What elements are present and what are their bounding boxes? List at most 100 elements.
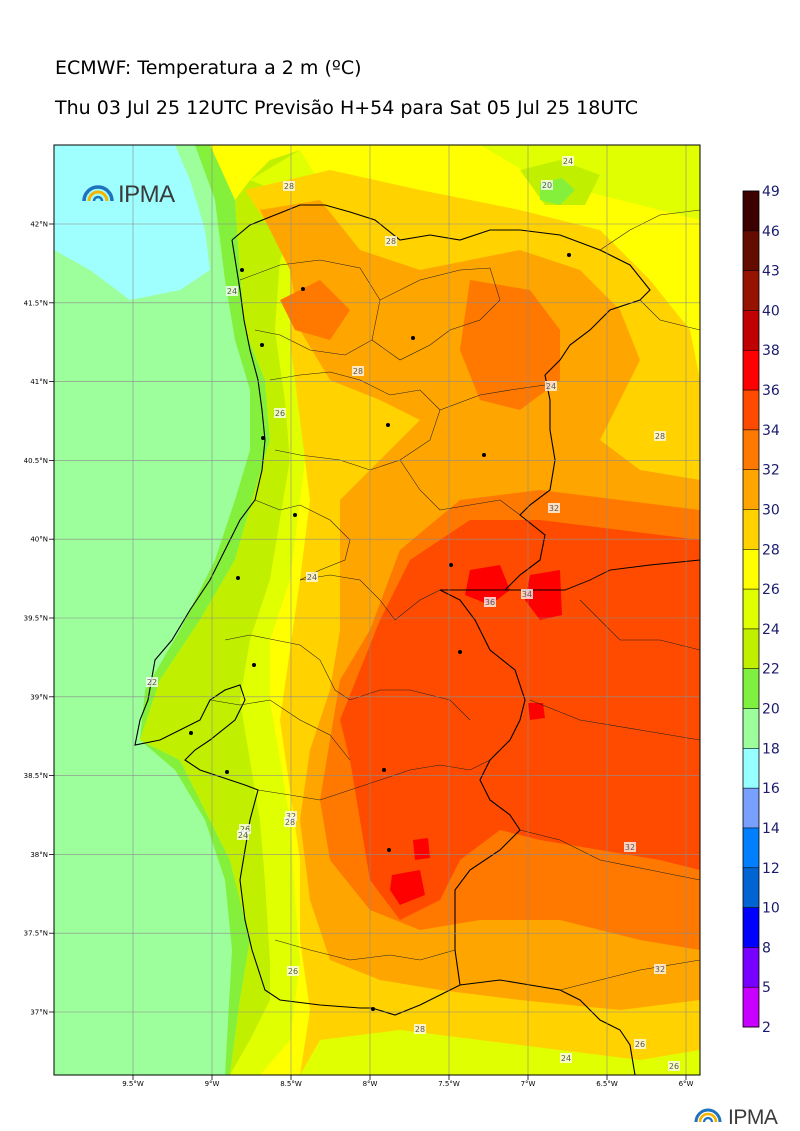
contour-label: 22 (147, 678, 157, 687)
longitude-label: 6.5°W (596, 1080, 618, 1088)
latitude-label: 39°N (30, 693, 48, 701)
temperature-field-36 (528, 703, 545, 720)
temperature-field-36 (525, 570, 562, 620)
city-marker (411, 336, 415, 340)
temperature-field-36 (390, 870, 425, 905)
sea-temperature-16 (54, 145, 210, 300)
city-marker (225, 770, 229, 774)
sea-temperature-18 (54, 145, 250, 1075)
contour-label-bg (237, 830, 249, 840)
contour-label-bg (521, 589, 533, 599)
city-marker (252, 663, 256, 667)
contour-label-bg (668, 1061, 680, 1071)
colorbar-label: 16 (762, 781, 780, 797)
ipma-logo-footer-mark (694, 1108, 722, 1123)
contour-label-bg (654, 431, 666, 441)
colorbar-label: 36 (762, 383, 780, 399)
chart-title: ECMWF: Temperatura a 2 m (ºC) (55, 57, 362, 79)
contour-label-bg (239, 824, 251, 834)
colorbar-swatch (743, 907, 759, 948)
contour-label: 26 (240, 825, 250, 834)
latitude-label: 38°N (30, 851, 48, 859)
city-marker (240, 268, 244, 272)
contour-label-bg (352, 366, 364, 376)
contour-label: 32 (625, 843, 635, 852)
lat-lon-grid (54, 145, 700, 1075)
chart-subtitle: Thu 03 Jul 25 12UTC Previsão H+54 para S… (55, 97, 638, 119)
colorbar-label: 30 (762, 502, 780, 518)
colorbar-label: 26 (762, 582, 780, 598)
colorbar-label: 49 (762, 184, 780, 200)
colorbar-label: 18 (762, 741, 780, 757)
latitude-label: 37.5°N (24, 930, 48, 938)
colorbar-swatch (743, 350, 759, 391)
city-marker (458, 650, 462, 654)
contour-label-bg (283, 181, 295, 191)
district-borders (209, 209, 700, 991)
longitude-label: 8.5°W (280, 1080, 302, 1088)
contour-label: 26 (275, 409, 285, 418)
colorbar-label: 20 (762, 702, 780, 718)
city-marker (260, 343, 264, 347)
latitude-label: 37°N (30, 1009, 48, 1017)
temperature-field-36 (465, 565, 510, 605)
city-marker (371, 1007, 375, 1011)
contour-label: 28 (284, 182, 294, 191)
contour-label: 28 (386, 237, 396, 246)
temperature-field-32 (460, 280, 560, 410)
colorbar-label: 5 (762, 980, 771, 996)
contour-label: 24 (307, 573, 317, 582)
longitude-label: 6°W (679, 1080, 694, 1088)
colorbar-label: 12 (762, 861, 780, 877)
contour-label-bg (548, 503, 560, 513)
city-marker (261, 436, 265, 440)
city-marker (482, 453, 486, 457)
contour-label-bg (562, 156, 574, 166)
contour-label: 24 (227, 287, 237, 296)
city-marker (382, 768, 386, 772)
city-marker (301, 287, 305, 291)
contour-label-bg (287, 966, 299, 976)
latitude-label: 41°N (30, 378, 48, 386)
colorbar-swatch (743, 589, 759, 630)
colorbar-label: 46 (762, 224, 780, 240)
ipma-logo: IPMA (82, 181, 176, 208)
longitude-label: 9.5°W (122, 1080, 144, 1088)
contour-label: 28 (415, 1025, 425, 1034)
latitude-label: 39.5°N (24, 615, 48, 623)
ipma-logo-mark (82, 185, 114, 202)
colorbar-label: 24 (762, 622, 780, 638)
axis-ticks (49, 223, 687, 1080)
colorbar-label: 8 (762, 940, 771, 956)
colorbar-label: 2 (762, 1020, 771, 1036)
colorbar-swatch (743, 270, 759, 311)
temperature-field-32 (280, 280, 350, 340)
map-frame (53, 144, 701, 1076)
contour-label: 28 (285, 818, 295, 827)
colorbar-label: 14 (762, 821, 780, 837)
coastal-temperature-22 (140, 150, 300, 1075)
longitude-label: 9°W (205, 1080, 220, 1088)
colorbar-labels: 49 46 43 40 38 36 34 32 30 28 26 24 22 20 18 16 14 12 10 8 5… (762, 184, 780, 1036)
city-marker (236, 576, 240, 580)
colorbar-swatch (743, 191, 759, 232)
latitude-labels: 42°N 41.5°N 41°N 40.5°N 40°N 39.5°N 39°N 38.5°N… (24, 221, 48, 1017)
contour-label-bg (284, 817, 296, 827)
city-marker (386, 423, 390, 427)
contour-label: 34 (522, 590, 532, 599)
contour-label-bg (274, 408, 286, 418)
contour-label: 26 (635, 1040, 645, 1049)
city-marker (293, 513, 297, 517)
longitude-label: 7.5°W (438, 1080, 460, 1088)
temperature-field-36 (413, 838, 430, 860)
contour-label: 26 (288, 967, 298, 976)
contour-label: 24 (546, 382, 556, 391)
colorbar-swatch (743, 788, 759, 829)
contour-label-bg (146, 677, 158, 687)
colorbar-swatch (743, 987, 759, 1028)
ipma-logo-footer: IPMA (694, 1106, 778, 1129)
colorbar-swatch (743, 230, 759, 272)
contour-label: 24 (561, 1054, 571, 1063)
